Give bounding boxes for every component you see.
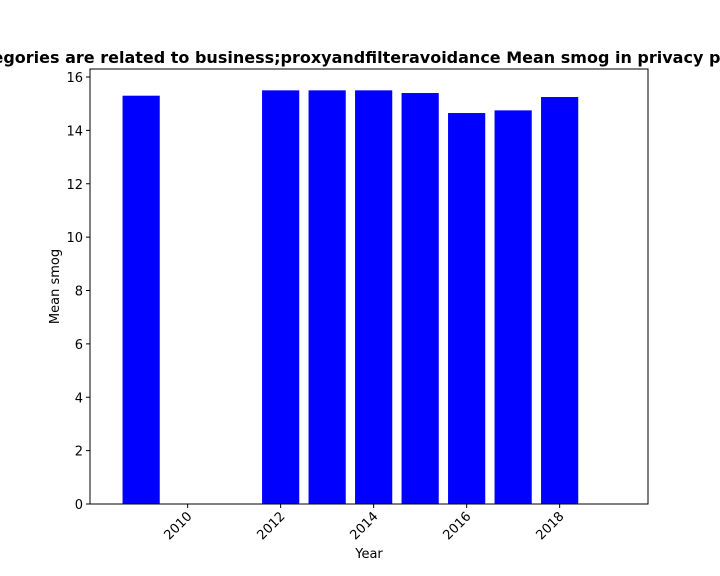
y-axis-label: Mean smog [48,249,63,324]
y-tick-label: 16 [66,71,83,86]
bar-2016 [448,113,486,504]
plot-frame [89,68,649,505]
x-axis: 2010 2012 2014 2016 2018 [161,504,567,543]
x-tick-label: 2018 [533,509,567,543]
bar-2009 [122,95,160,504]
x-tick-label: 2014 [347,509,381,543]
x-tick-label: 2012 [254,509,288,543]
y-tick-label: 12 [66,178,83,193]
bar-2015 [401,93,439,505]
chart-title: Categories are related to business;proxy… [0,48,720,67]
x-tick-label: 2016 [440,509,474,543]
x-axis-label: Year [354,547,383,562]
y-tick-label: 0 [75,498,83,513]
x-tick-label: 2010 [161,509,195,543]
y-axis: 0 2 4 6 8 10 12 14 16 [66,71,90,513]
y-tick-label: 6 [75,338,83,353]
bar-2014 [355,90,393,504]
y-tick-label: 4 [75,391,83,406]
y-tick-label: 2 [75,445,83,460]
y-tick-label: 10 [66,231,83,246]
bar-2017 [494,110,532,505]
y-tick-label: 14 [66,124,83,139]
bars-group [122,90,579,505]
bar-2018 [541,97,579,505]
y-tick-label: 8 [75,285,83,300]
bar-2013 [308,90,346,504]
bar-2012 [262,90,300,504]
